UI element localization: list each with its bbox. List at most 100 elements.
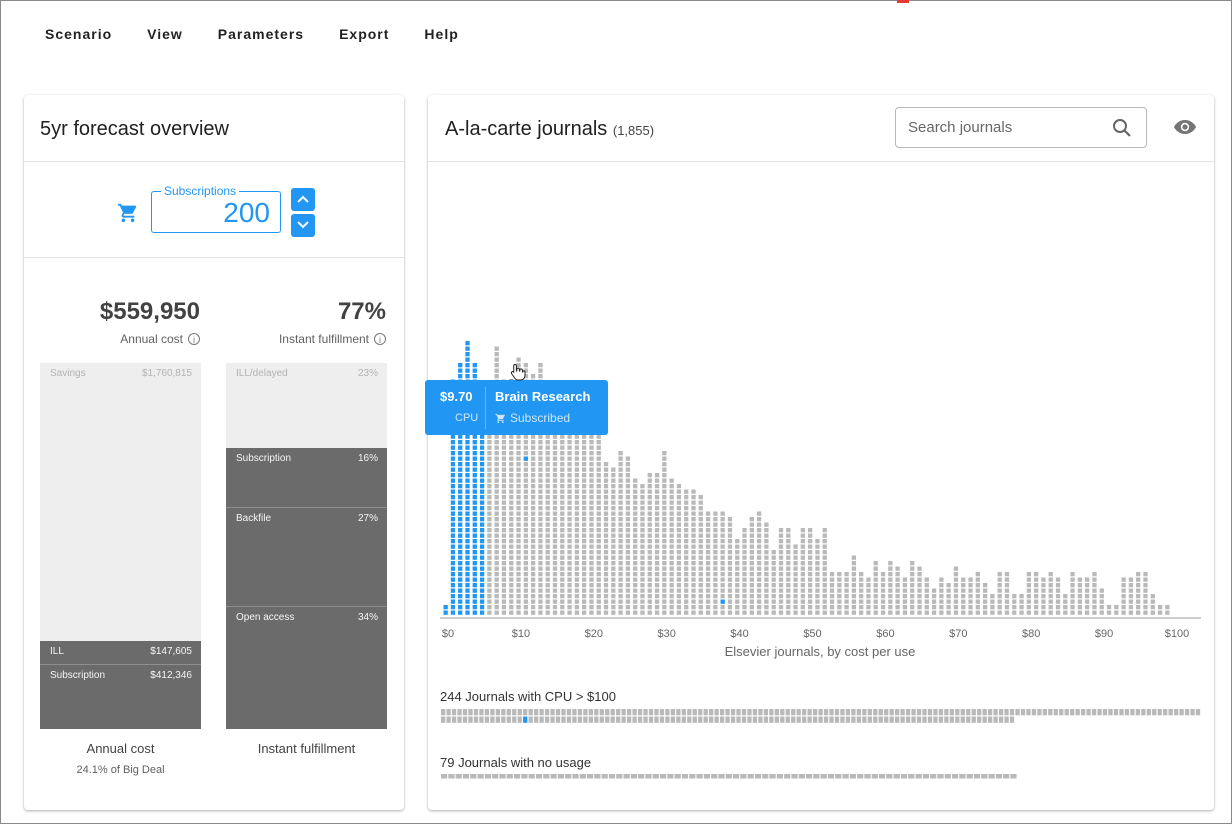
journal-cell[interactable]: [997, 588, 1002, 593]
journal-cell-subscribed[interactable]: [465, 528, 470, 533]
journal-cell[interactable]: [698, 577, 703, 582]
journal-cell[interactable]: [873, 588, 878, 593]
journal-cell[interactable]: [1150, 599, 1155, 604]
journal-cell[interactable]: [829, 588, 835, 593]
journal-cell[interactable]: [895, 605, 900, 610]
journal-cell[interactable]: [764, 610, 769, 615]
journal-cell[interactable]: [626, 709, 632, 716]
journal-cell[interactable]: [501, 599, 507, 604]
journal-cell[interactable]: [633, 594, 638, 599]
journal-cell[interactable]: [487, 456, 492, 461]
journal-cell[interactable]: [977, 709, 982, 716]
journal-cell[interactable]: [771, 583, 776, 588]
journal-cell[interactable]: [560, 517, 565, 522]
journal-cell-subscribed[interactable]: [479, 550, 485, 555]
journal-cell[interactable]: [939, 605, 944, 610]
journal-cell[interactable]: [662, 594, 667, 599]
journal-cell[interactable]: [647, 489, 652, 494]
journal-cell[interactable]: [902, 605, 908, 610]
journal-cell[interactable]: [895, 572, 900, 577]
journal-cell[interactable]: [611, 610, 616, 615]
journal-cell[interactable]: [749, 577, 754, 582]
journal-cell-no-usage[interactable]: [579, 774, 586, 779]
journal-cell[interactable]: [552, 561, 558, 566]
journal-cell-subscribed[interactable]: [450, 517, 456, 522]
journal-cell[interactable]: [713, 561, 718, 566]
journal-cell[interactable]: [1108, 709, 1113, 716]
journal-cell-subscribed[interactable]: [479, 583, 485, 588]
journal-cell[interactable]: [516, 495, 521, 500]
journal-cell[interactable]: [516, 473, 521, 478]
journal-cell[interactable]: [735, 572, 740, 577]
journal-cell[interactable]: [446, 709, 451, 716]
journal-cell[interactable]: [625, 577, 631, 582]
journal-cell[interactable]: [516, 467, 521, 472]
journal-cell[interactable]: [490, 709, 495, 716]
journal-cell[interactable]: [567, 484, 572, 489]
journal-cell[interactable]: [1070, 594, 1075, 599]
journal-cell[interactable]: [654, 610, 660, 615]
journal-cell[interactable]: [684, 577, 689, 582]
journal-cell[interactable]: [495, 709, 500, 716]
journal-cell[interactable]: [756, 599, 762, 604]
journal-cell[interactable]: [910, 588, 915, 593]
journal-cell[interactable]: [487, 522, 492, 527]
journal-cell[interactable]: [501, 456, 507, 461]
journal-cell[interactable]: [574, 555, 580, 560]
journal-cell[interactable]: [822, 528, 827, 533]
journal-cell[interactable]: [494, 352, 499, 357]
journal-cell[interactable]: [829, 716, 834, 723]
journal-cell-no-usage[interactable]: [740, 774, 747, 779]
journal-cell[interactable]: [523, 478, 528, 483]
journal-cell[interactable]: [555, 716, 561, 723]
journal-cell[interactable]: [654, 473, 660, 478]
journal-cell[interactable]: [1033, 594, 1039, 599]
journal-cell[interactable]: [596, 550, 601, 555]
journal-cell[interactable]: [713, 605, 718, 610]
journal-cell[interactable]: [647, 555, 652, 560]
journal-cell[interactable]: [982, 583, 988, 588]
journal-cell[interactable]: [902, 577, 908, 582]
journal-cell[interactable]: [517, 709, 522, 716]
journal-cell[interactable]: [676, 561, 682, 566]
journal-cell[interactable]: [594, 716, 599, 723]
journal-cell[interactable]: [878, 716, 883, 723]
journal-cell[interactable]: [756, 533, 762, 538]
journal-cell[interactable]: [808, 566, 813, 571]
journal-cell[interactable]: [749, 588, 754, 593]
journal-cell[interactable]: [523, 495, 528, 500]
journal-cell[interactable]: [509, 544, 514, 549]
journal-cell[interactable]: [851, 583, 857, 588]
journal-cell[interactable]: [552, 583, 558, 588]
journal-cell[interactable]: [654, 506, 660, 511]
journal-cell[interactable]: [769, 716, 774, 723]
journal-cell[interactable]: [611, 533, 616, 538]
journal-cell[interactable]: [633, 484, 638, 489]
info-icon[interactable]: i: [374, 333, 386, 345]
journal-cell[interactable]: [669, 605, 674, 610]
journal-cell[interactable]: [669, 555, 674, 560]
journal-cell[interactable]: [763, 709, 769, 716]
journal-cell[interactable]: [691, 572, 696, 577]
journal-cell[interactable]: [866, 594, 871, 599]
journal-cell[interactable]: [669, 495, 674, 500]
journal-cell[interactable]: [822, 577, 827, 582]
journal-cell[interactable]: [662, 451, 667, 456]
journal-cell[interactable]: [567, 533, 572, 538]
journal-cell-no-usage[interactable]: [806, 774, 813, 779]
journal-cell[interactable]: [880, 577, 886, 582]
journal-cell[interactable]: [1055, 583, 1061, 588]
journal-cell[interactable]: [749, 550, 754, 555]
journal-cell[interactable]: [756, 572, 762, 577]
journal-cell[interactable]: [880, 588, 886, 593]
journal-cell[interactable]: [1136, 605, 1141, 610]
journal-cell[interactable]: [618, 478, 623, 483]
journal-cell[interactable]: [662, 467, 667, 472]
journal-cell[interactable]: [888, 594, 893, 599]
journal-cell[interactable]: [669, 577, 674, 582]
journal-cell[interactable]: [851, 566, 857, 571]
journal-cell[interactable]: [1026, 572, 1031, 577]
journal-cell[interactable]: [1004, 572, 1010, 577]
journal-cell[interactable]: [747, 709, 752, 716]
journal-cell-subscribed[interactable]: [465, 434, 470, 439]
